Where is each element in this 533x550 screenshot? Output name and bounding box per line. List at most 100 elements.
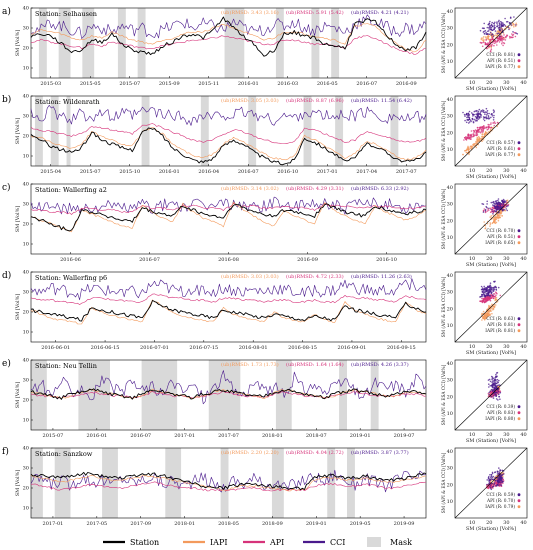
scatter-point-cci xyxy=(486,200,489,203)
scatter-point-cci xyxy=(494,376,497,379)
scatter-point-api xyxy=(481,131,484,133)
scatter-point-api xyxy=(486,128,489,131)
scatter-point-api xyxy=(482,127,484,130)
scatter-point-api xyxy=(492,297,495,300)
scatter-point-iapi xyxy=(480,314,483,316)
scatter-point-cci xyxy=(494,203,497,205)
series-line-api xyxy=(30,35,427,55)
scatter-point-cci xyxy=(476,118,478,120)
series-line-cci xyxy=(30,105,427,126)
scatter-point-api xyxy=(510,36,512,38)
y-tick-label: 30 xyxy=(23,290,29,296)
scatter-point-cci xyxy=(477,118,480,120)
scatter-point-cci xyxy=(480,288,483,291)
scatter-point-cci xyxy=(490,28,493,31)
x-tick-label: 2018-07 xyxy=(306,433,327,439)
scatter-point-api xyxy=(463,139,465,141)
scatter-point-cci xyxy=(493,483,495,486)
scatter-legend-api: API (R: 0.51) xyxy=(486,59,515,64)
scatter-point-cci xyxy=(501,24,504,27)
scatter-point-cci xyxy=(492,201,494,204)
scatter-point-cci xyxy=(480,109,483,112)
x-tick-label: 2016-10 xyxy=(277,169,298,175)
x-tick-label: 2016-07-15 xyxy=(189,345,218,351)
scatter-y-tick-label: 40 xyxy=(447,273,453,279)
scatter-x-label: SM (Station) [Vol%] xyxy=(466,85,516,92)
scatter-point-cci xyxy=(495,286,497,289)
scatter-point-api xyxy=(483,301,486,304)
y-tick-label: 10 xyxy=(23,330,29,336)
scatter-point-cci xyxy=(496,24,499,26)
scatter-point-iapi xyxy=(513,26,515,28)
rmsd-api: (ub)RMSD: 4.72 (2.33) xyxy=(286,273,344,280)
scatter-x-tick-label: 10 xyxy=(469,168,475,174)
scatter-point-iapi xyxy=(475,140,477,143)
scatter-point-api xyxy=(481,125,484,128)
scatter-point-cci xyxy=(506,20,509,23)
scatter-point-cci xyxy=(490,384,493,387)
scatter-y-label: SM (API & ESA CCI) [Vol%] xyxy=(442,100,447,161)
scatter-legend-api: API (R: 0.70) xyxy=(486,499,515,504)
scatter-point-api xyxy=(511,33,513,35)
scatter-point-cci xyxy=(493,482,496,484)
scatter-legend-api: API (R: 0.81) xyxy=(486,323,515,328)
scatter-point-cci xyxy=(486,479,489,481)
scatter-point-cci xyxy=(498,395,500,398)
scatter-point-cci xyxy=(499,204,502,206)
scatter-x-tick-label: 40 xyxy=(520,432,526,438)
scatter-point-iapi xyxy=(489,305,492,307)
scatter-point-api xyxy=(501,41,504,43)
scatter-point-cci xyxy=(466,118,469,121)
scatter-y-tick-label: 40 xyxy=(447,9,453,15)
scatter-legend-api: API (R: 0.61) xyxy=(486,147,515,152)
scatter-point-api xyxy=(512,33,515,36)
scatter-point-cci xyxy=(488,391,491,394)
panel-5: e) 10 20 30 40 SM [Vol%] 2015-07 2016-01 2016-07… xyxy=(2,358,528,444)
scatter-point-api xyxy=(503,42,506,45)
scatter-point-cci xyxy=(496,208,498,211)
scatter-point-iapi xyxy=(489,129,492,131)
scatter-point-api xyxy=(508,35,511,38)
scatter-point-cci xyxy=(488,386,490,388)
scatter-point-api xyxy=(493,124,496,127)
scatter-point-cci xyxy=(486,33,489,35)
scatter-point-cci xyxy=(516,33,519,35)
scatter-legend-iapi: IAPI (R: 0.77) xyxy=(485,153,515,158)
scatter-point-cci xyxy=(496,22,498,25)
scatter-point-iapi xyxy=(495,216,498,219)
scatter-point-cci xyxy=(491,478,494,481)
scatter-point-api xyxy=(482,210,485,212)
scatter-point-cci xyxy=(496,479,499,481)
scatter-point-api xyxy=(491,206,494,209)
mask-region xyxy=(31,448,43,518)
scatter-point-api xyxy=(479,300,482,303)
scatter-point-iapi xyxy=(474,144,476,146)
y-tick-label: 30 xyxy=(23,26,29,32)
scatter-y-tick-label: 20 xyxy=(447,42,453,48)
scatter-point-api xyxy=(476,127,479,129)
scatter-point-cci xyxy=(492,213,494,215)
scatter-point-api xyxy=(504,206,506,208)
legend-label-mask: Mask xyxy=(390,538,412,547)
scatter-point-api xyxy=(487,209,490,211)
scatter-x-label: SM (Station) [Vol%] xyxy=(466,349,516,356)
scatter-x-tick-label: 10 xyxy=(469,432,475,438)
y-tick-label: 10 xyxy=(23,66,29,72)
scatter-point-iapi xyxy=(497,219,500,222)
scatter-point-api xyxy=(481,45,484,48)
x-tick-label: 2015-07 xyxy=(80,169,101,175)
scatter-point-cci xyxy=(497,286,500,289)
scatter-legend-cci: CCI (R: 0.63) xyxy=(486,317,515,322)
scatter-point-cci xyxy=(474,110,477,112)
scatter-point-cci xyxy=(481,27,484,30)
scatter-point-cci xyxy=(492,119,495,121)
x-tick-label: 2015-05 xyxy=(80,81,101,87)
scatter-y-tick-label: 10 xyxy=(447,411,453,417)
scatter-point-cci xyxy=(483,285,486,288)
scatter-point-cci xyxy=(489,20,491,23)
scatter-point-cci xyxy=(512,31,514,33)
scatter-point-cci xyxy=(491,383,494,386)
scatter-point-cci xyxy=(502,204,504,206)
scatter-y-tick-label: 40 xyxy=(447,361,453,367)
scatter-point-iapi xyxy=(497,216,499,218)
